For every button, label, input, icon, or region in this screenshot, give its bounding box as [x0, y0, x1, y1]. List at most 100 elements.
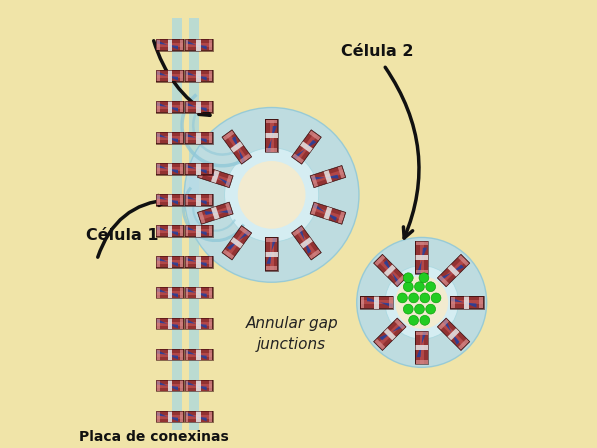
Polygon shape [437, 318, 470, 351]
Circle shape [419, 273, 429, 283]
Polygon shape [185, 167, 212, 171]
Polygon shape [209, 256, 212, 267]
Polygon shape [168, 163, 172, 175]
Polygon shape [266, 267, 278, 270]
Polygon shape [420, 332, 424, 364]
Polygon shape [185, 318, 189, 329]
Polygon shape [184, 163, 213, 175]
Polygon shape [185, 40, 207, 50]
Polygon shape [156, 322, 183, 326]
Polygon shape [374, 255, 385, 266]
Polygon shape [292, 226, 304, 236]
Polygon shape [185, 39, 189, 50]
Polygon shape [185, 194, 189, 205]
Polygon shape [184, 225, 213, 237]
Polygon shape [185, 198, 212, 202]
Polygon shape [266, 238, 278, 242]
Polygon shape [156, 163, 184, 175]
Polygon shape [156, 287, 184, 298]
Polygon shape [416, 332, 427, 364]
Circle shape [395, 276, 448, 329]
Polygon shape [184, 132, 213, 143]
Polygon shape [156, 43, 183, 47]
Polygon shape [265, 237, 278, 271]
Polygon shape [156, 167, 183, 171]
Polygon shape [156, 225, 160, 236]
Polygon shape [198, 165, 233, 188]
Polygon shape [185, 70, 189, 81]
Polygon shape [441, 321, 466, 347]
Polygon shape [185, 74, 212, 78]
Polygon shape [311, 166, 345, 187]
Bar [189, 18, 199, 430]
Polygon shape [298, 227, 311, 254]
Polygon shape [185, 412, 207, 422]
Polygon shape [293, 140, 316, 159]
Polygon shape [185, 381, 207, 391]
Polygon shape [416, 360, 427, 364]
Polygon shape [185, 380, 189, 391]
Polygon shape [156, 318, 184, 329]
Polygon shape [443, 319, 460, 345]
Polygon shape [156, 257, 178, 267]
Polygon shape [416, 241, 427, 245]
Polygon shape [198, 166, 232, 187]
Polygon shape [185, 353, 212, 357]
Polygon shape [300, 237, 313, 249]
Polygon shape [416, 255, 428, 260]
Polygon shape [185, 287, 212, 298]
Polygon shape [209, 225, 212, 236]
Polygon shape [313, 203, 337, 221]
Polygon shape [374, 255, 405, 286]
Polygon shape [156, 102, 178, 112]
Polygon shape [361, 300, 393, 305]
Polygon shape [338, 211, 345, 224]
Circle shape [224, 148, 319, 242]
Polygon shape [180, 225, 183, 236]
Polygon shape [168, 39, 172, 51]
Bar [172, 18, 182, 430]
Polygon shape [266, 120, 278, 123]
Polygon shape [311, 175, 318, 187]
Polygon shape [156, 74, 183, 78]
Polygon shape [156, 39, 184, 51]
Polygon shape [232, 136, 245, 163]
Polygon shape [269, 238, 273, 270]
Polygon shape [185, 384, 212, 388]
Polygon shape [196, 380, 201, 392]
Polygon shape [209, 133, 212, 143]
Polygon shape [180, 194, 183, 205]
Polygon shape [265, 133, 278, 138]
Polygon shape [156, 132, 184, 143]
Polygon shape [196, 70, 201, 82]
Polygon shape [185, 349, 212, 360]
Circle shape [404, 273, 413, 283]
Polygon shape [312, 206, 344, 220]
Polygon shape [196, 287, 201, 299]
Polygon shape [374, 339, 385, 350]
Polygon shape [416, 331, 428, 364]
Polygon shape [156, 105, 183, 109]
Polygon shape [156, 164, 178, 173]
Polygon shape [185, 291, 212, 295]
Polygon shape [209, 39, 212, 50]
Polygon shape [185, 288, 207, 297]
Polygon shape [374, 319, 405, 350]
Polygon shape [156, 229, 183, 233]
Polygon shape [361, 297, 364, 308]
Polygon shape [310, 165, 346, 188]
Circle shape [357, 237, 487, 367]
Text: Placa de conexinas: Placa de conexinas [79, 430, 229, 444]
Polygon shape [184, 101, 213, 112]
Polygon shape [180, 380, 183, 391]
Polygon shape [225, 202, 232, 215]
Polygon shape [417, 332, 427, 357]
Polygon shape [451, 297, 483, 308]
Polygon shape [185, 136, 212, 140]
Polygon shape [458, 339, 469, 350]
Polygon shape [168, 349, 172, 361]
Polygon shape [266, 148, 278, 152]
Polygon shape [209, 318, 212, 329]
Polygon shape [209, 287, 212, 298]
Polygon shape [196, 349, 201, 361]
